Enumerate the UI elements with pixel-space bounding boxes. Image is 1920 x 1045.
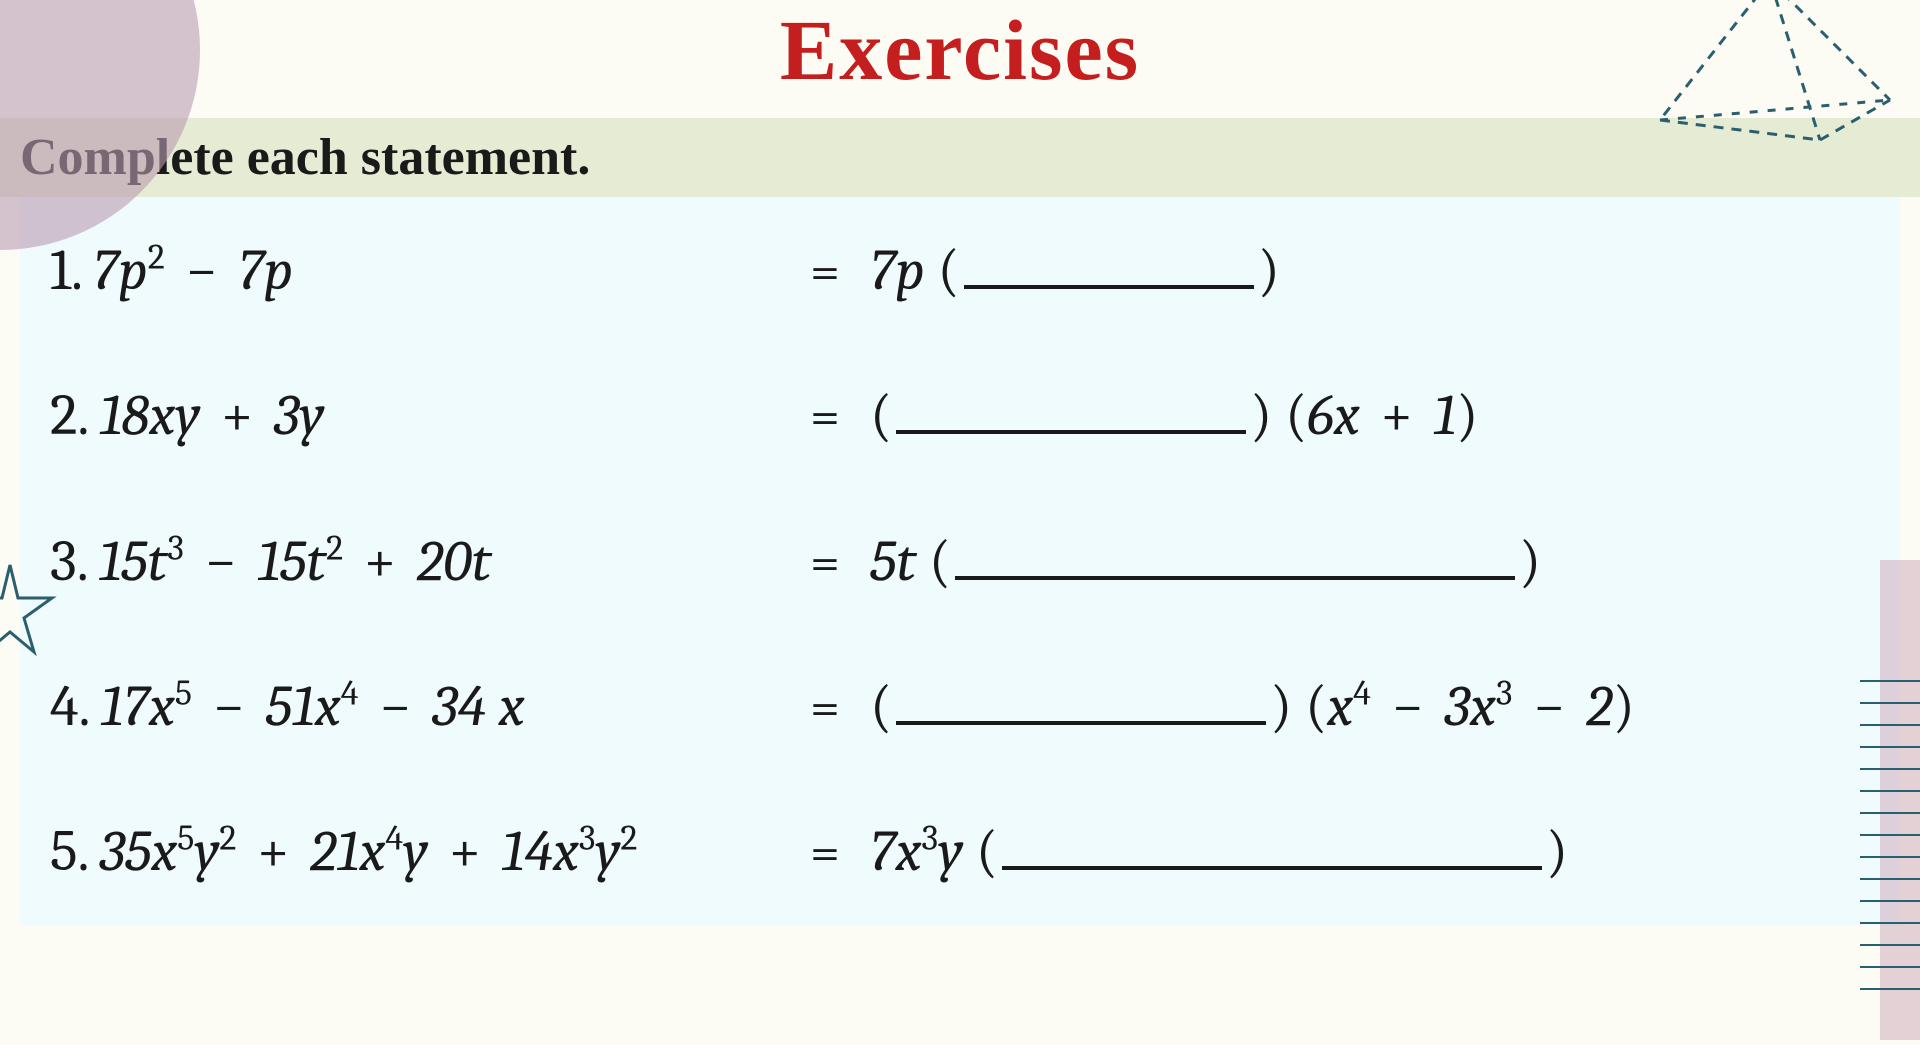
- decor-lines: [1860, 680, 1920, 1000]
- rhs-prefix: 7x3y (: [870, 818, 998, 885]
- exercise-lhs: 15t3 − 15t2 + 20t: [99, 528, 492, 595]
- equals-sign: =: [810, 821, 870, 884]
- rhs-suffix: ) (6x + 1): [1250, 382, 1478, 449]
- answer-blank[interactable]: [896, 382, 1246, 434]
- answer-blank[interactable]: [964, 237, 1254, 289]
- exercise-number: 5.: [50, 818, 90, 885]
- star-outline-icon: [0, 560, 60, 660]
- answer-blank[interactable]: [1002, 818, 1542, 870]
- rhs-prefix: (: [870, 382, 892, 449]
- equals-sign: =: [810, 676, 870, 739]
- equals-sign: =: [810, 531, 870, 594]
- exercise-lhs: 35x5y2 + 21x4y + 14x3y2: [100, 818, 638, 885]
- answer-blank[interactable]: [955, 527, 1515, 579]
- rhs-suffix: ): [1258, 237, 1280, 304]
- exercise-lhs: 18xy + 3y: [99, 382, 324, 449]
- exercise-lhs: 7p2 − 7p: [93, 237, 293, 304]
- exercise-lhs: 17x5 − 51x4 − 34 x: [100, 673, 524, 740]
- rhs-prefix: 7p (: [870, 237, 960, 304]
- answer-blank[interactable]: [896, 673, 1266, 725]
- exercise-row: 4. 17x5 − 51x4 − 34 x = ( ) (x4 − 3x3 − …: [50, 673, 1870, 740]
- exercises-panel: 1. 7p2 − 7p = 7p ( ) 2. 18xy + 3y = ( ) …: [20, 197, 1900, 925]
- rhs-suffix: ) (x4 − 3x3 − 2): [1270, 673, 1635, 740]
- instruction-bar: Complete each statement.: [0, 118, 1920, 197]
- exercise-row: 3. 15t3 − 15t2 + 20t = 5t ( ): [50, 527, 1870, 594]
- rhs-prefix: 5t (: [870, 528, 951, 595]
- exercise-number: 2.: [50, 382, 89, 449]
- equals-sign: =: [810, 385, 870, 448]
- exercise-row: 5. 35x5y2 + 21x4y + 14x3y2 = 7x3y ( ): [50, 818, 1870, 885]
- exercise-row: 1. 7p2 − 7p = 7p ( ): [50, 237, 1870, 304]
- exercise-row: 2. 18xy + 3y = ( ) (6x + 1): [50, 382, 1870, 449]
- exercise-number: 4.: [50, 673, 90, 740]
- equals-sign: =: [810, 240, 870, 303]
- page-title: Exercises: [0, 0, 1920, 100]
- exercise-number: 1.: [50, 237, 83, 304]
- pyramid-icon: [1640, 0, 1900, 160]
- rhs-suffix: ): [1546, 818, 1568, 885]
- rhs-suffix: ): [1519, 528, 1541, 595]
- rhs-prefix: (: [870, 673, 892, 740]
